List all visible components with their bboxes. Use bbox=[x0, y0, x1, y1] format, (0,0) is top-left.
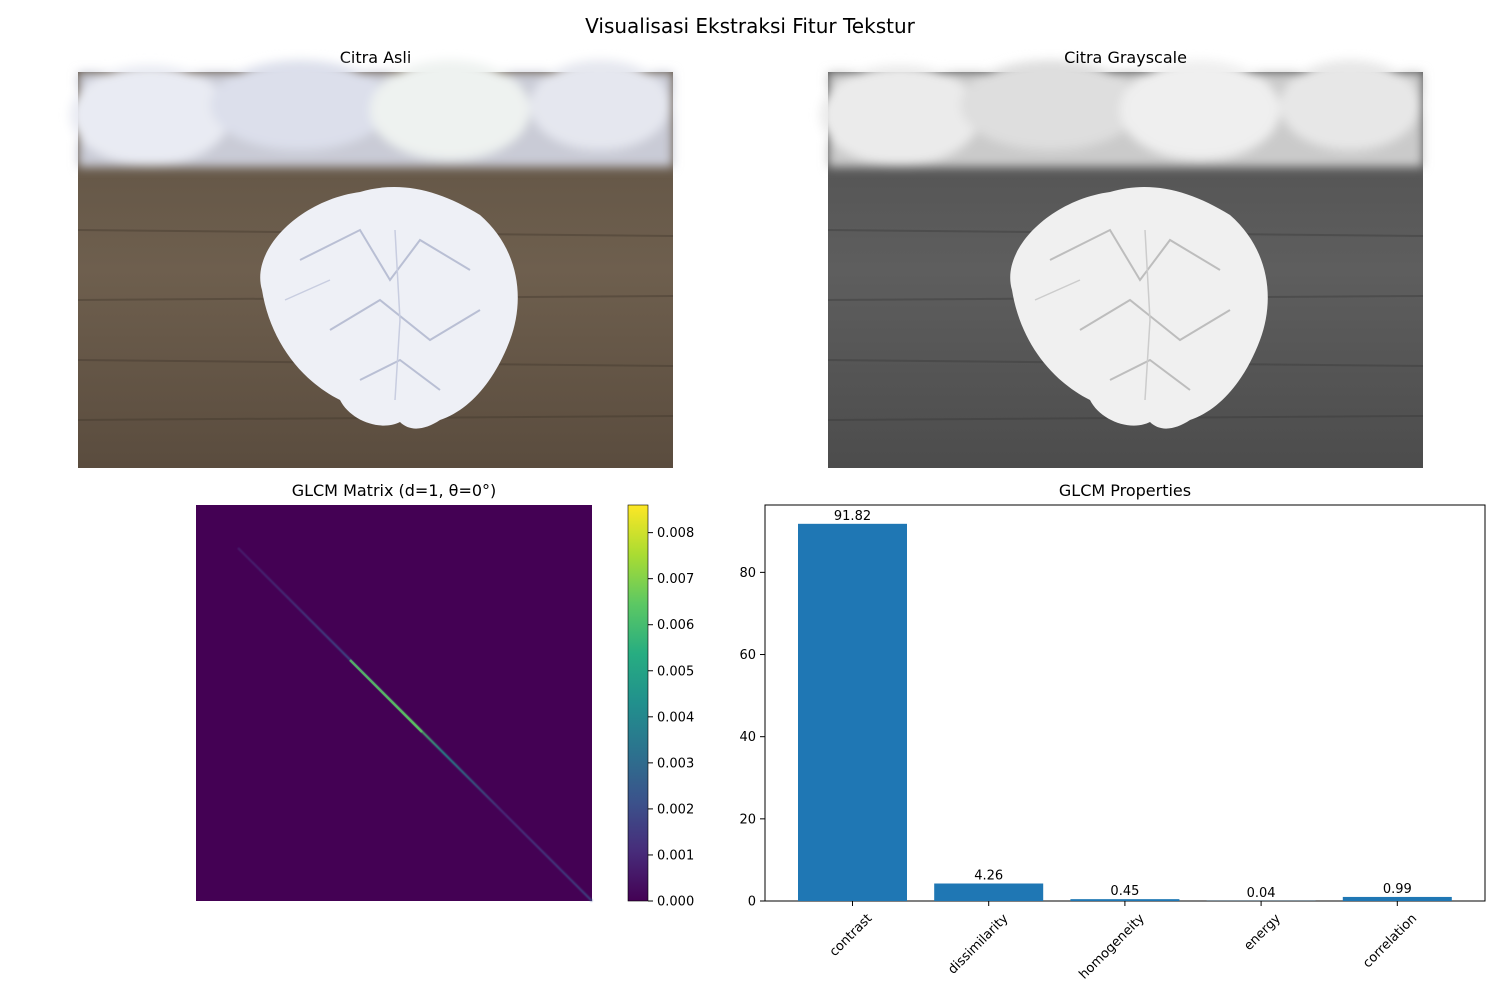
bar-correlation bbox=[1343, 897, 1452, 901]
colorbar-tick-label: 0.008 bbox=[657, 526, 694, 541]
y-tick-label: 40 bbox=[739, 730, 756, 745]
bar-value-label: 4.26 bbox=[974, 869, 1003, 884]
colorbar-tick-label: 0.005 bbox=[657, 664, 694, 679]
y-axis-ticks: 0 20 40 60 80 bbox=[739, 566, 765, 910]
grayscale-image bbox=[820, 60, 1423, 468]
panel-title-grayscale: Citra Grayscale bbox=[828, 48, 1423, 67]
bar-value-label: 0.45 bbox=[1110, 884, 1139, 899]
bar-homogeneity bbox=[1070, 899, 1179, 901]
panel-title-properties: GLCM Properties bbox=[765, 481, 1485, 500]
colorbar-tick-label: 0.000 bbox=[657, 895, 694, 910]
glcm-colorbar bbox=[628, 505, 648, 901]
x-tick-label-dissimilarity: dissimilarity bbox=[945, 911, 1011, 977]
y-tick-label: 0 bbox=[748, 895, 756, 910]
colorbar-tick-label: 0.002 bbox=[657, 802, 694, 817]
colorbar-tick-label: 0.007 bbox=[657, 572, 694, 587]
colorbar-tick-label: 0.006 bbox=[657, 618, 694, 633]
glcm-diagonal-peak bbox=[350, 660, 422, 732]
x-axis-ticks: contrast dissimilarity homogeneity energy co… bbox=[827, 901, 1420, 982]
y-tick-label: 60 bbox=[739, 648, 756, 663]
bar-value-label: 0.99 bbox=[1383, 882, 1412, 897]
panel-title-original: Citra Asli bbox=[78, 48, 673, 67]
colorbar-tick-label: 0.001 bbox=[657, 848, 694, 863]
bar-value-label: 0.04 bbox=[1247, 886, 1276, 901]
bars: 91.82 4.26 0.45 0.04 0.99 bbox=[798, 509, 1452, 901]
colorbar-tick-label: 0.003 bbox=[657, 756, 694, 771]
bar-value-label: 91.82 bbox=[834, 509, 871, 524]
glcm-matrix-area bbox=[196, 505, 592, 901]
bar-dissimilarity bbox=[934, 884, 1043, 901]
x-tick-label-energy: energy bbox=[1241, 911, 1284, 954]
plot-area bbox=[765, 505, 1485, 901]
original-image bbox=[70, 60, 673, 468]
x-tick-label-correlation: correlation bbox=[1360, 911, 1420, 971]
colorbar-tick-label: 0.004 bbox=[657, 710, 694, 725]
bar-contrast bbox=[798, 524, 907, 901]
colorbar-ticks: 0.000 0.001 0.002 0.003 0.004 0.005 0.006 0.007… bbox=[648, 526, 694, 909]
figure-title: Visualisasi Ekstraksi Fitur Tekstur bbox=[0, 14, 1500, 38]
glcm-diagonal bbox=[238, 548, 592, 901]
y-tick-label: 80 bbox=[739, 566, 756, 581]
x-tick-label-contrast: contrast bbox=[827, 911, 876, 960]
panel-title-glcm: GLCM Matrix (d=1, θ=0°) bbox=[196, 481, 592, 500]
y-tick-label: 20 bbox=[739, 812, 756, 827]
x-tick-label-homogeneity: homogeneity bbox=[1077, 911, 1148, 982]
